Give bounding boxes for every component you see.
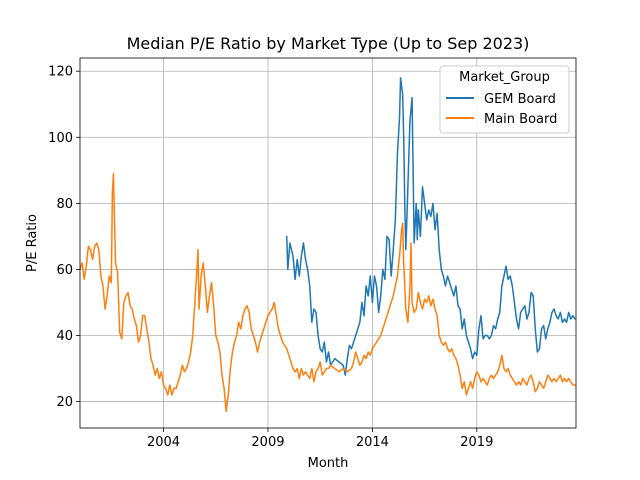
x-tick-label: 2009: [251, 435, 284, 450]
y-tick-label: 80: [56, 197, 73, 212]
y-axis-label: P/E Ratio: [25, 214, 40, 272]
series-line-gem-board: [286, 77, 576, 376]
legend-main-board-label: Main Board: [484, 112, 557, 127]
y-tick-label: 100: [48, 131, 73, 146]
x-tick-label: 2004: [147, 435, 180, 450]
legend: Market_Group GEM Board Main Board: [439, 65, 570, 134]
legend-box: [439, 65, 570, 134]
series-line-main-board: [80, 172, 576, 413]
legend-title: Market_Group: [459, 70, 550, 85]
ticks: 2004 2009 2014 2019 20 40 60 80 100 120: [48, 65, 493, 450]
chart-title: Median P/E Ratio by Market Type (Up to S…: [127, 34, 530, 53]
x-tick-label: 2014: [356, 435, 389, 450]
x-tick-label: 2019: [460, 435, 493, 450]
series-layer: [80, 77, 576, 413]
x-axis-label: Month: [308, 456, 349, 471]
y-tick-label: 120: [48, 65, 73, 80]
y-tick-label: 60: [56, 263, 73, 278]
legend-gem-board-label: GEM Board: [484, 92, 556, 107]
y-tick-label: 40: [56, 329, 73, 344]
plot-frame: [79, 57, 577, 429]
y-tick-label: 20: [56, 395, 73, 410]
